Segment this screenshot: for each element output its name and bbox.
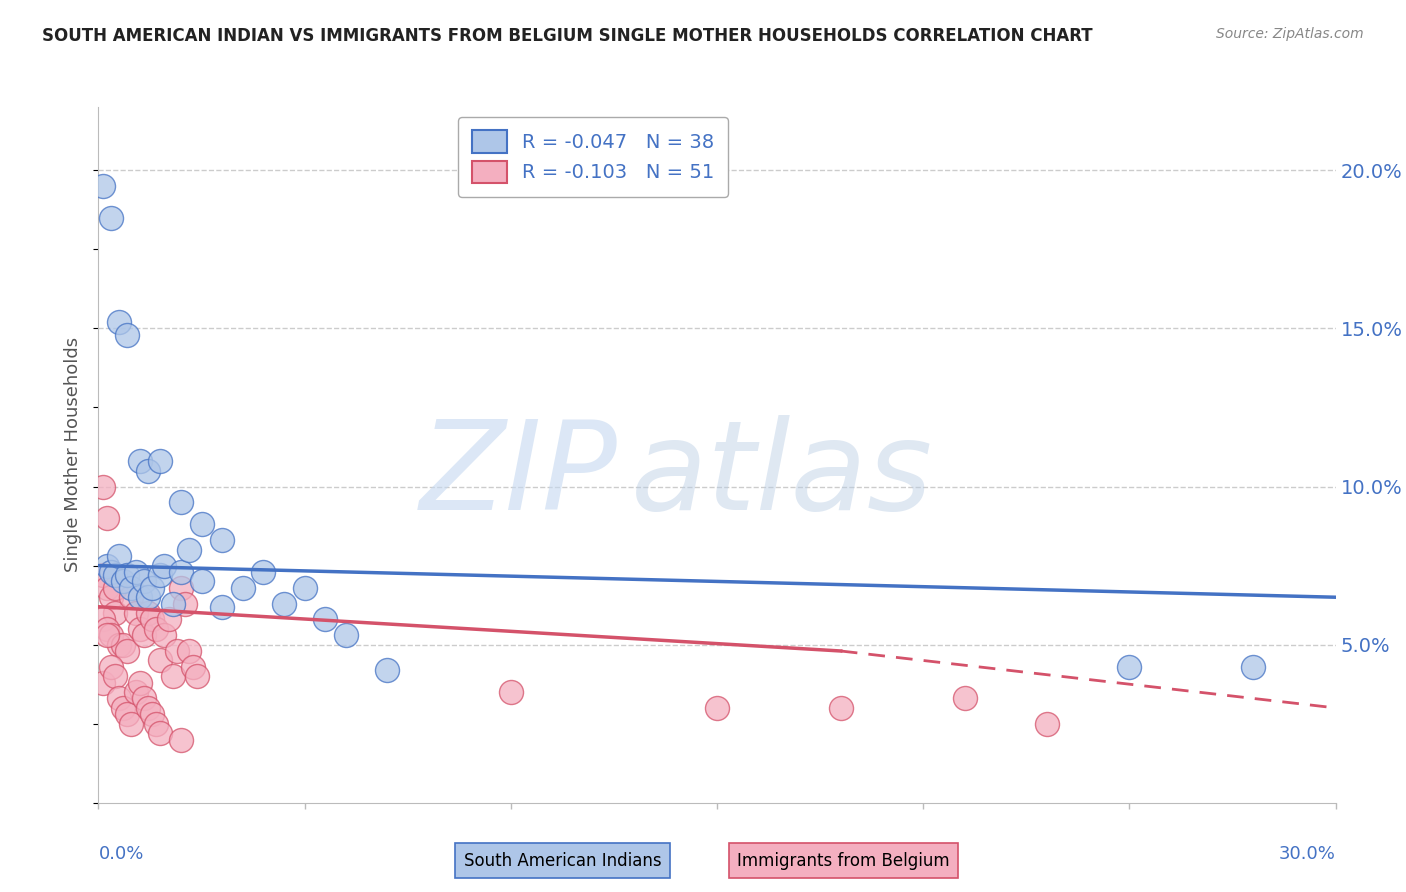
Point — [1036, 716, 1059, 731]
Point — [157, 612, 180, 626]
Text: Source: ZipAtlas.com: Source: ZipAtlas.com — [1216, 27, 1364, 41]
Point — [136, 464, 159, 478]
Point — [141, 707, 163, 722]
Point — [91, 675, 114, 690]
Point — [153, 628, 176, 642]
Text: ZIP: ZIP — [420, 416, 619, 536]
Point — [179, 542, 201, 557]
Point — [117, 568, 139, 582]
Point — [141, 612, 163, 626]
Point — [120, 591, 142, 605]
Point — [100, 628, 122, 642]
Point — [170, 495, 193, 509]
Point — [314, 612, 336, 626]
Point — [108, 638, 131, 652]
Point — [100, 591, 122, 605]
Point — [170, 581, 193, 595]
Point — [117, 644, 139, 658]
Point — [124, 685, 146, 699]
Point — [124, 565, 146, 579]
Point — [96, 511, 118, 525]
Point — [120, 581, 142, 595]
Point — [149, 726, 172, 740]
Point — [1241, 660, 1264, 674]
Text: atlas: atlas — [630, 416, 932, 536]
Point — [145, 716, 167, 731]
Point — [190, 574, 212, 589]
Point — [132, 574, 155, 589]
Y-axis label: Single Mother Households: Single Mother Households — [65, 337, 83, 573]
Text: Immigrants from Belgium: Immigrants from Belgium — [737, 852, 950, 870]
Point — [190, 517, 212, 532]
Point — [117, 327, 139, 342]
Point — [128, 622, 150, 636]
Point — [375, 663, 398, 677]
Point — [104, 669, 127, 683]
Text: 30.0%: 30.0% — [1279, 845, 1336, 863]
Point — [112, 638, 135, 652]
Point — [252, 565, 274, 579]
Point — [136, 606, 159, 620]
Point — [104, 606, 127, 620]
Point — [499, 685, 522, 699]
Point — [162, 669, 184, 683]
Point — [100, 211, 122, 225]
Point — [211, 533, 233, 548]
Point — [108, 549, 131, 563]
Point — [153, 558, 176, 573]
Text: 0.0%: 0.0% — [98, 845, 143, 863]
Point — [706, 701, 728, 715]
Point — [108, 691, 131, 706]
Point — [149, 653, 172, 667]
Point — [273, 597, 295, 611]
Point — [132, 628, 155, 642]
Point — [91, 612, 114, 626]
Text: SOUTH AMERICAN INDIAN VS IMMIGRANTS FROM BELGIUM SINGLE MOTHER HOUSEHOLDS CORREL: SOUTH AMERICAN INDIAN VS IMMIGRANTS FROM… — [42, 27, 1092, 45]
Point — [128, 591, 150, 605]
Point — [953, 691, 976, 706]
Point — [120, 716, 142, 731]
Text: South American Indians: South American Indians — [464, 852, 661, 870]
Point — [100, 660, 122, 674]
Point — [124, 606, 146, 620]
Point — [112, 701, 135, 715]
Point — [145, 622, 167, 636]
Point — [149, 568, 172, 582]
Point — [170, 732, 193, 747]
Point — [108, 315, 131, 329]
Point — [830, 701, 852, 715]
Point — [211, 599, 233, 614]
Point — [170, 565, 193, 579]
Point — [181, 660, 204, 674]
Point — [179, 644, 201, 658]
Point — [136, 591, 159, 605]
Legend: R = -0.047   N = 38, R = -0.103   N = 51: R = -0.047 N = 38, R = -0.103 N = 51 — [458, 117, 728, 196]
Point — [100, 565, 122, 579]
Point — [96, 628, 118, 642]
Point — [136, 701, 159, 715]
Point — [166, 644, 188, 658]
Point — [162, 597, 184, 611]
Point — [104, 568, 127, 582]
Point — [149, 454, 172, 468]
Point — [335, 628, 357, 642]
Point — [1118, 660, 1140, 674]
Point — [141, 581, 163, 595]
Point — [132, 691, 155, 706]
Point — [186, 669, 208, 683]
Point — [128, 675, 150, 690]
Point — [96, 558, 118, 573]
Point — [96, 622, 118, 636]
Point — [112, 574, 135, 589]
Point — [104, 581, 127, 595]
Point — [174, 597, 197, 611]
Point — [96, 581, 118, 595]
Point — [294, 581, 316, 595]
Point — [232, 581, 254, 595]
Point — [128, 454, 150, 468]
Point — [117, 707, 139, 722]
Point — [91, 179, 114, 194]
Point — [91, 479, 114, 493]
Point — [91, 568, 114, 582]
